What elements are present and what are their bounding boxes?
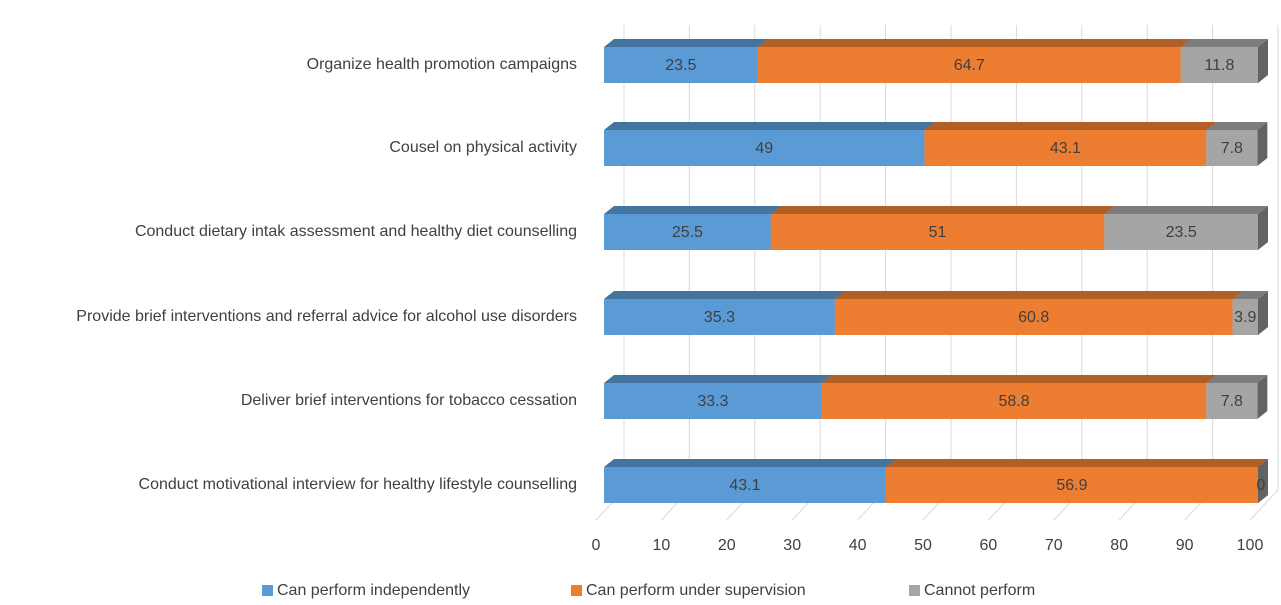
value-label: 23.5 — [1166, 224, 1197, 241]
bar-top — [604, 206, 781, 214]
legend-swatch — [909, 585, 920, 596]
bar-top — [924, 122, 1217, 130]
x-tick-label: 100 — [1237, 537, 1264, 554]
category-text: Provide brief interventions and referral… — [76, 308, 577, 325]
value-label: 51 — [929, 224, 947, 241]
value-label: 64.7 — [954, 57, 985, 74]
bar — [885, 467, 1258, 503]
category-label: Cousel on physical activity — [389, 137, 577, 159]
bar-top — [1232, 291, 1268, 299]
bar-top — [1206, 122, 1268, 130]
category-text: Cousel on physical activity — [389, 139, 577, 156]
bar-side — [1258, 206, 1268, 250]
bar — [1180, 47, 1258, 83]
x-tick-label: 20 — [718, 537, 736, 554]
x-tick-label: 10 — [653, 537, 671, 554]
category-text: Deliver brief interventions for tobacco … — [240, 392, 577, 409]
value-label: 35.3 — [704, 309, 735, 326]
value-label: 0 — [1257, 477, 1266, 494]
category-text: Conduct motivational interview for healt… — [138, 476, 577, 493]
x-tick-label: 90 — [1176, 537, 1194, 554]
bar — [757, 47, 1181, 83]
value-label: 25.5 — [672, 224, 703, 241]
bar-side — [1258, 291, 1268, 335]
category-text: Organize health promotion campaigns — [306, 56, 577, 73]
value-label: 58.8 — [998, 393, 1029, 410]
bar-side — [1257, 122, 1268, 166]
category-label: Conduct motivational interview for healt… — [139, 474, 577, 496]
x-tick-label: 40 — [849, 537, 867, 554]
legend-swatch — [262, 585, 273, 596]
x-tick-label: 30 — [783, 537, 801, 554]
bar — [821, 383, 1207, 419]
bar-top — [885, 459, 1268, 467]
bar — [604, 214, 771, 250]
category-text: Conduct dietary intak assessment and hea… — [134, 223, 577, 240]
value-label: 23.5 — [665, 57, 696, 74]
x-tick-label: 60 — [980, 537, 998, 554]
bar-top — [604, 122, 935, 130]
bar-side — [1258, 459, 1268, 503]
bar-top — [604, 291, 845, 299]
x-tick-label: 80 — [1110, 537, 1128, 554]
bar — [924, 130, 1207, 166]
bar-top — [1104, 206, 1268, 214]
value-label: 7.8 — [1221, 393, 1243, 410]
bar-top — [757, 39, 1191, 47]
bar-top — [834, 291, 1243, 299]
x-tick-label: 70 — [1045, 537, 1063, 554]
value-label: 49 — [755, 140, 773, 157]
value-label: 3.9 — [1234, 309, 1256, 326]
bar-side — [1258, 39, 1268, 83]
category-label: Organize health promotion campaigns — [307, 54, 577, 76]
legend-label: Cannot perform — [924, 582, 1035, 599]
value-label: 43.1 — [729, 477, 760, 494]
bar-top — [604, 459, 896, 467]
bar-side — [1257, 375, 1268, 419]
bar — [770, 214, 1105, 250]
bar-top — [604, 39, 768, 47]
bar — [834, 299, 1233, 335]
value-label: 43.1 — [1050, 140, 1081, 157]
bar-top — [604, 375, 832, 383]
legend-label: Can perform independently — [277, 582, 470, 599]
bar — [604, 47, 758, 83]
value-label: 11.8 — [1204, 57, 1234, 74]
bar-top — [770, 206, 1115, 214]
category-label: Conduct dietary intak assessment and hea… — [135, 221, 577, 243]
x-tick-label: 50 — [914, 537, 932, 554]
bar-top — [1206, 375, 1268, 383]
value-label: 60.8 — [1018, 309, 1049, 326]
x-tick-label: 0 — [592, 537, 601, 554]
bar — [1232, 299, 1258, 335]
legend-label: Can perform under supervision — [586, 582, 806, 599]
category-label: Provide brief interventions and referral… — [76, 306, 577, 328]
bar — [1104, 214, 1258, 250]
legend-swatch — [571, 585, 582, 596]
bar — [604, 383, 822, 419]
value-label: 33.3 — [697, 393, 728, 410]
bar — [1206, 130, 1258, 166]
bar — [604, 467, 886, 503]
value-label: 56.9 — [1056, 477, 1087, 494]
bar-top — [1180, 39, 1268, 47]
bar — [604, 299, 835, 335]
floor-line — [1249, 489, 1279, 521]
bar — [604, 130, 925, 166]
bar-top — [821, 375, 1217, 383]
value-label: 7.8 — [1221, 140, 1243, 157]
bar — [1206, 383, 1258, 419]
category-label: Deliver brief interventions for tobacco … — [241, 390, 577, 412]
